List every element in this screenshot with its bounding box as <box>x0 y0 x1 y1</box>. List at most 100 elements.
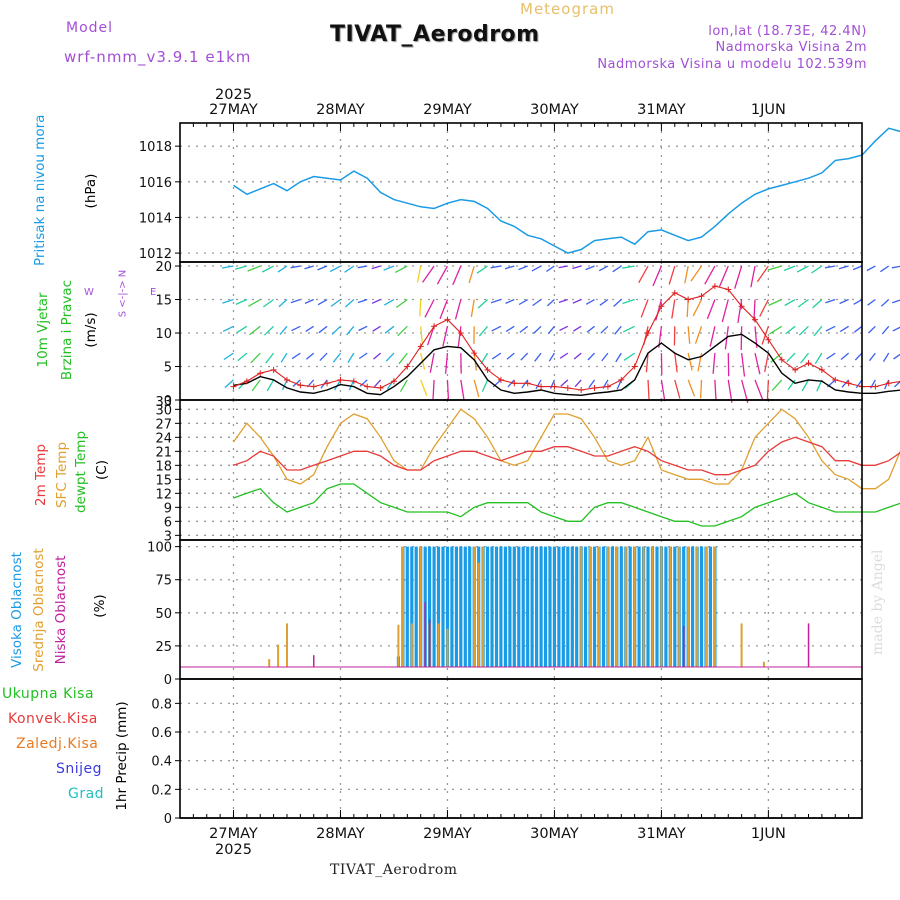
year-label-bottom: 2025 <box>215 842 252 858</box>
wind-arrow <box>645 353 649 373</box>
cloud-high-bar <box>410 546 414 667</box>
wind-arrow <box>714 379 717 401</box>
wind-arrow <box>504 265 515 270</box>
wind-arrow <box>671 299 676 319</box>
wind-arrow <box>236 325 248 334</box>
wind-arrow <box>383 265 395 271</box>
cloud-high-bar <box>548 546 552 667</box>
wind-arrow <box>452 265 462 286</box>
wind-arrow <box>507 379 515 388</box>
cloud-low-bar <box>424 602 426 667</box>
wind-gust-marker <box>872 383 879 390</box>
wind-arrow <box>347 352 355 363</box>
wind-arrow <box>505 298 515 304</box>
x-day-label-top: 28MAY <box>316 102 365 118</box>
precip-ylabel: 1hr Precip (mm) <box>114 701 130 811</box>
wind-arrow <box>420 379 428 396</box>
footer-station: TIVAT_Aerodrom <box>330 862 458 878</box>
wind-arrow <box>460 379 465 401</box>
cloud-high-bar <box>601 546 606 667</box>
wind-arrow <box>373 379 382 388</box>
wind-arrow <box>884 379 890 390</box>
wind-arrow <box>531 265 542 272</box>
wind-arrow <box>249 325 261 336</box>
cloud-high-bar <box>673 546 677 667</box>
cloud-mid-bar <box>277 644 280 667</box>
cloud-high-bar <box>575 546 579 667</box>
panel-frame <box>179 539 863 680</box>
wind-arrow <box>305 325 315 332</box>
wind-arrow <box>750 265 756 288</box>
wind-arrow <box>317 265 328 271</box>
wind-arrow <box>787 379 796 390</box>
wind-compass-east: E <box>150 287 157 298</box>
cloud-high-bar <box>441 546 445 667</box>
wind-arrow <box>373 352 382 360</box>
wind-gust-marker <box>404 363 411 370</box>
cloud-high-bar <box>592 546 597 667</box>
cloud-high-bar <box>628 546 632 667</box>
cloud-mid-bar <box>580 546 583 667</box>
x-day-label-bottom: 28MAY <box>316 826 365 842</box>
wind-arrow <box>674 353 678 373</box>
wind-arrow <box>397 325 408 337</box>
wind-arrow <box>304 298 314 304</box>
x-day-label-top: 29MAY <box>423 102 472 118</box>
wind-arrow <box>506 352 515 360</box>
cloud-high-label: Visoka Oblacnost <box>9 552 25 668</box>
wind-arrow <box>826 352 836 360</box>
wind-arrow <box>786 352 796 363</box>
wind-arrow <box>534 352 542 362</box>
wind-arrow <box>647 379 650 400</box>
chart-title: TIVAT_Aerodrom <box>330 22 540 47</box>
y-tick-label: 30 <box>155 403 172 418</box>
wind-arrow <box>668 265 676 285</box>
cloud-unit: (%) <box>92 594 108 618</box>
cloud-high-bar <box>463 546 467 667</box>
wind-arrow <box>371 265 381 270</box>
wind-arrow <box>429 352 435 373</box>
wind-gust-marker <box>685 296 692 303</box>
cloud-mid-bar <box>624 546 627 667</box>
cloud-high-bar <box>508 546 512 667</box>
wind-arrow <box>798 325 809 336</box>
wind-arrow <box>612 265 622 273</box>
x-day-label-bottom: 31MAY <box>637 826 686 842</box>
wind-arrow <box>491 352 502 360</box>
cloud-mid-bar <box>606 546 609 667</box>
dewpoint-line <box>233 483 900 527</box>
wind-arrow <box>383 298 395 306</box>
cloud-mid-bar <box>410 623 413 667</box>
wind-gust-marker <box>765 336 772 343</box>
wind-arrow <box>277 265 288 273</box>
wind-arrow <box>712 353 716 374</box>
wind-arrow <box>222 298 234 304</box>
wind-arrow <box>546 299 555 307</box>
wind-gust-marker <box>417 343 424 350</box>
cloud-high-bar <box>486 546 490 667</box>
wind-arrow <box>357 265 368 269</box>
cloud-high-bar <box>436 546 441 667</box>
wind-arrow <box>766 379 770 400</box>
wind-arrow <box>573 325 582 332</box>
wind-arrow <box>800 352 810 364</box>
wind-arrow <box>519 325 529 333</box>
cloud-high-bar <box>499 546 503 667</box>
cloud-high-bar <box>637 546 641 667</box>
wind-arrow <box>358 352 368 360</box>
wind-arrow <box>518 298 529 306</box>
wind-arrow <box>660 379 666 402</box>
wind-arrow <box>280 352 288 363</box>
cloud-high-bar <box>454 546 458 667</box>
wind-arrow <box>585 298 595 305</box>
wind-arrow <box>559 325 569 331</box>
wind-arrow <box>839 325 849 333</box>
cloud-low-bar <box>313 655 315 667</box>
wind-arrow <box>652 265 663 287</box>
x-day-label-top: 1JUN <box>751 102 786 118</box>
y-tick-label: 24 <box>155 431 172 446</box>
cloud-low-bar <box>428 619 431 667</box>
cloud-high-bar <box>450 546 454 667</box>
wind-arrow <box>560 379 569 387</box>
